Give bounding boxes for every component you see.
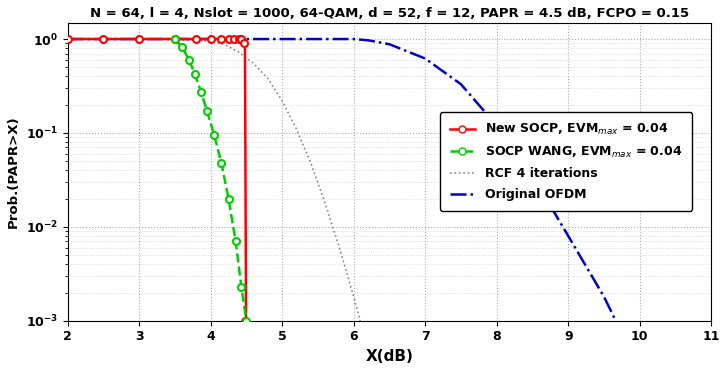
Y-axis label: Prob.(PAPR>X): Prob.(PAPR>X) — [7, 115, 20, 228]
Title: N = 64, l = 4, Nslot = 1000, 64-QAM, d = 52, f = 12, PAPR = 4.5 dB, FCPO = 0.15: N = 64, l = 4, Nslot = 1000, 64-QAM, d =… — [90, 7, 689, 20]
X-axis label: X(dB): X(dB) — [366, 349, 414, 364]
Legend: New SOCP, EVM$_{max}$ = 0.04, SOCP WANG, EVM$_{max}$ = 0.04, RCF 4 iterations, O: New SOCP, EVM$_{max}$ = 0.04, SOCP WANG,… — [440, 112, 692, 211]
